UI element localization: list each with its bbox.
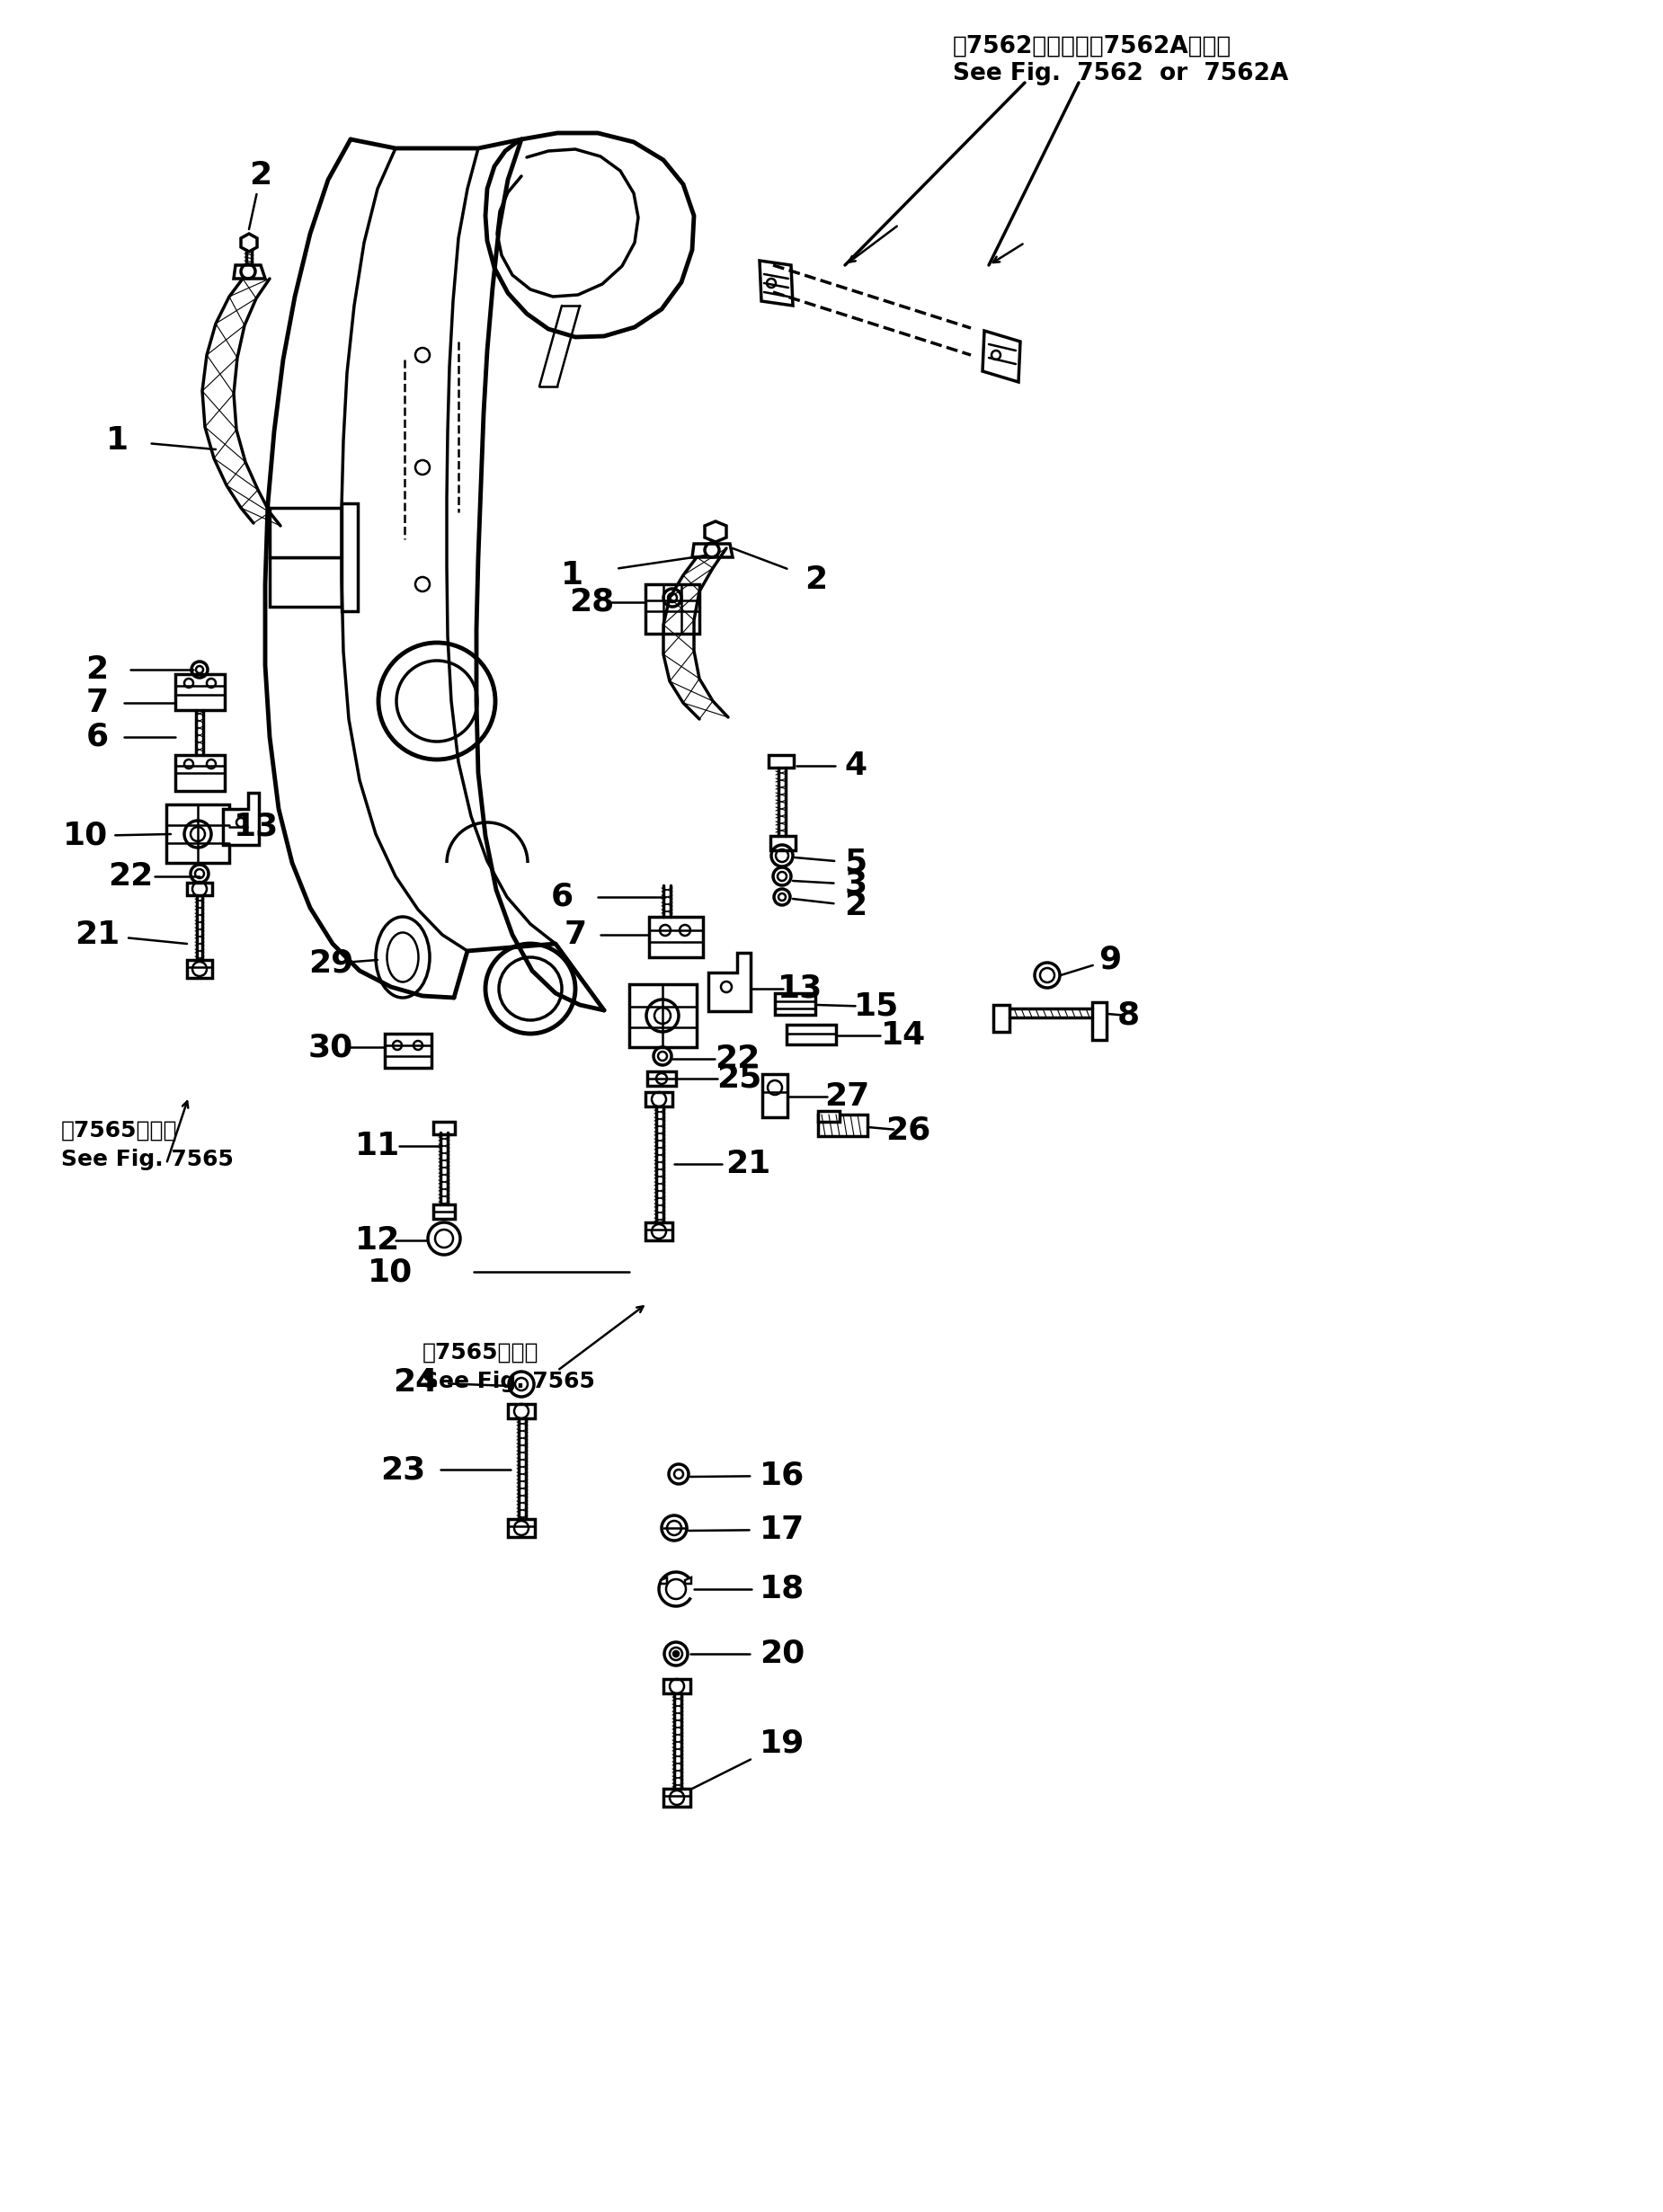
- Circle shape: [674, 1650, 679, 1657]
- Bar: [993, 1004, 1009, 1031]
- Text: 8: 8: [1118, 1000, 1139, 1031]
- Bar: [770, 836, 795, 849]
- Text: 10: 10: [368, 1256, 412, 1287]
- Bar: [787, 1024, 836, 1044]
- Bar: [645, 1093, 672, 1106]
- Bar: [507, 1405, 535, 1418]
- Text: 18: 18: [760, 1573, 805, 1604]
- Text: 10: 10: [63, 821, 108, 852]
- Text: 29: 29: [308, 949, 354, 980]
- Text: 2: 2: [805, 564, 828, 595]
- Text: 2: 2: [86, 655, 108, 686]
- Text: 2: 2: [249, 159, 273, 190]
- Text: 6: 6: [86, 721, 108, 752]
- Bar: [186, 883, 213, 896]
- Bar: [175, 675, 225, 710]
- Text: 26: 26: [885, 1115, 931, 1146]
- Text: 17: 17: [760, 1515, 805, 1544]
- Text: 22: 22: [715, 1044, 760, 1075]
- Text: 第7565図参照: 第7565図参照: [62, 1119, 178, 1141]
- Text: 13: 13: [778, 973, 823, 1004]
- Text: 24: 24: [392, 1367, 437, 1398]
- Bar: [818, 1115, 868, 1137]
- Bar: [269, 557, 341, 606]
- Bar: [762, 1075, 788, 1117]
- Text: 25: 25: [717, 1064, 762, 1095]
- Text: See Fig. 7565: See Fig. 7565: [422, 1371, 595, 1391]
- Text: 16: 16: [760, 1460, 805, 1491]
- Text: 20: 20: [760, 1639, 805, 1670]
- Bar: [818, 1110, 840, 1121]
- Bar: [341, 504, 358, 611]
- Polygon shape: [760, 261, 793, 305]
- Polygon shape: [692, 544, 733, 557]
- Bar: [768, 754, 793, 768]
- Text: 30: 30: [308, 1031, 353, 1062]
- Bar: [664, 1679, 690, 1694]
- Text: 9: 9: [1099, 945, 1121, 975]
- Text: 3: 3: [845, 869, 866, 900]
- Text: 19: 19: [760, 1728, 805, 1759]
- Text: 15: 15: [853, 991, 900, 1022]
- Bar: [175, 754, 225, 792]
- Polygon shape: [660, 1577, 667, 1584]
- Bar: [645, 1223, 672, 1241]
- Polygon shape: [685, 1577, 692, 1584]
- Bar: [664, 1790, 690, 1807]
- Text: 第7565図参照: 第7565図参照: [422, 1343, 539, 1363]
- Text: 28: 28: [569, 586, 614, 617]
- Text: 1: 1: [105, 425, 128, 456]
- Bar: [645, 584, 700, 633]
- Text: 5: 5: [845, 847, 866, 878]
- Text: See Fig.  7562  or  7562A: See Fig. 7562 or 7562A: [953, 62, 1289, 86]
- Bar: [384, 1033, 431, 1068]
- Ellipse shape: [376, 916, 429, 998]
- Polygon shape: [241, 234, 258, 252]
- Text: 11: 11: [354, 1130, 401, 1161]
- Text: 2: 2: [845, 891, 866, 920]
- Bar: [434, 1121, 456, 1135]
- Text: 27: 27: [825, 1082, 870, 1113]
- Text: 7: 7: [86, 688, 108, 719]
- Text: 14: 14: [881, 1020, 926, 1051]
- Text: 6: 6: [550, 883, 574, 911]
- Text: 22: 22: [108, 860, 153, 891]
- Polygon shape: [223, 792, 259, 845]
- Text: 13: 13: [233, 812, 279, 843]
- Polygon shape: [708, 953, 750, 1011]
- Text: 第7562図または第7562A図参照: 第7562図または第7562A図参照: [953, 35, 1232, 58]
- Polygon shape: [234, 265, 264, 279]
- Bar: [507, 1520, 535, 1537]
- Text: See Fig. 7565: See Fig. 7565: [62, 1148, 233, 1170]
- Bar: [269, 509, 341, 557]
- Text: 1: 1: [560, 560, 584, 591]
- Bar: [647, 1071, 675, 1086]
- Text: 23: 23: [381, 1453, 426, 1484]
- Text: 12: 12: [354, 1225, 401, 1256]
- Text: 7: 7: [564, 920, 587, 951]
- Text: 21: 21: [725, 1148, 770, 1179]
- Polygon shape: [705, 522, 727, 542]
- Text: 21: 21: [75, 920, 120, 951]
- Bar: [775, 993, 815, 1015]
- Polygon shape: [983, 332, 1021, 383]
- Bar: [166, 805, 229, 863]
- Bar: [434, 1203, 456, 1219]
- Bar: [186, 960, 213, 978]
- Bar: [649, 916, 703, 958]
- Text: 4: 4: [845, 750, 866, 781]
- Bar: [1093, 1002, 1106, 1040]
- Bar: [629, 984, 697, 1046]
- Ellipse shape: [387, 933, 419, 982]
